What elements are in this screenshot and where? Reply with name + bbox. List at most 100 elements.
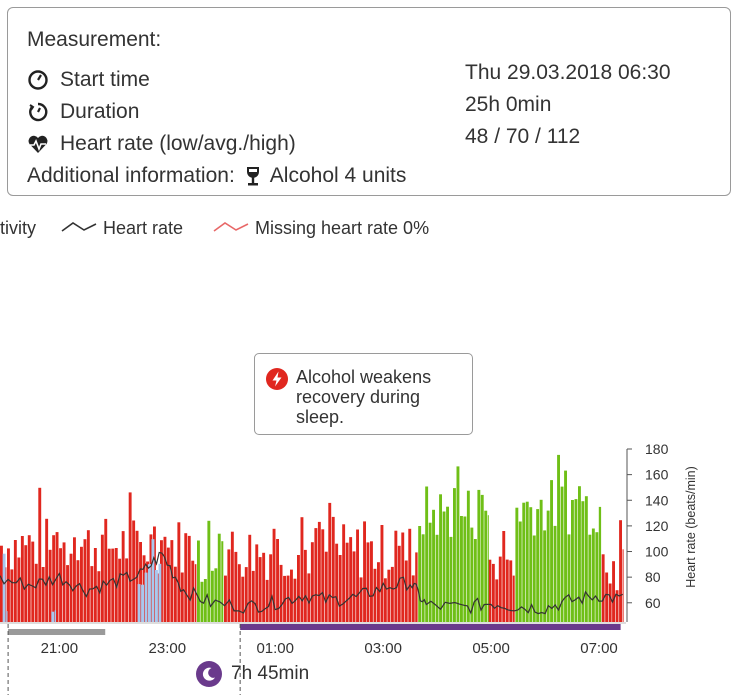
bar-activity (2, 553, 6, 622)
x-tick-label: 01:00 (256, 640, 294, 657)
bar-stress (390, 566, 394, 622)
bar-stress (180, 572, 184, 622)
bar-recovery (418, 526, 422, 622)
bar-recovery (421, 534, 425, 622)
heart-rate-row: Heart rate (low/avg./high) 48 / 70 / 112 (27, 125, 580, 156)
bar-stress (97, 571, 101, 622)
bar-recovery (460, 516, 463, 622)
legend-activity: tivity (0, 218, 36, 238)
bar-stress (498, 556, 502, 622)
bar-stress (20, 536, 24, 622)
tooltip-message: Alcohol weakens recovery during sleep. (296, 367, 432, 427)
legend-heart-rate: Heart rate (103, 218, 184, 238)
bar-stress (408, 528, 412, 622)
bar-stress (380, 525, 384, 622)
bar-recovery (484, 510, 488, 622)
bar-stress (411, 575, 415, 622)
bar-stress (52, 535, 56, 622)
bar-stress (321, 529, 325, 622)
bar-activity (137, 584, 141, 622)
bar-stress (86, 530, 90, 622)
bar-activity (6, 611, 8, 622)
bar-stress (342, 524, 346, 622)
bar-recovery (564, 470, 567, 622)
y-tick-label: 100 (645, 544, 669, 560)
heart-pulse-icon (28, 135, 48, 153)
bar-stress (10, 569, 14, 622)
bar-activity (158, 563, 162, 622)
bar-stress (495, 579, 499, 622)
heart-rate-value: 48 / 70 / 112 (465, 125, 581, 148)
bar-stress (17, 557, 21, 622)
bar-stress (605, 572, 609, 622)
bar-stress (328, 502, 332, 622)
bar-stress (173, 566, 177, 622)
bar-recovery (574, 499, 578, 622)
bar-stress (62, 542, 66, 622)
sleep-duration-value: 7h 45min (231, 663, 310, 684)
bar-stress (310, 542, 314, 622)
x-tick-label: 23:00 (149, 640, 187, 657)
bar-recovery (532, 535, 536, 622)
bar-stress (146, 561, 149, 622)
bar-stress (121, 531, 125, 622)
bar-stress (34, 563, 38, 622)
bar-stress (366, 542, 370, 622)
bar-stress (132, 520, 136, 622)
bar-stress (307, 573, 311, 622)
bar-stress (314, 528, 318, 622)
bar-stress (619, 520, 622, 622)
bar-activity (141, 584, 144, 622)
y-axis-title: Heart rate (beats/min) (684, 466, 698, 588)
bar-stress (262, 552, 266, 622)
bar-recovery (446, 506, 449, 622)
y-tick-label: 120 (645, 518, 669, 534)
bar-stress (297, 555, 300, 622)
bar-stress (163, 536, 167, 622)
bar-stress (335, 543, 339, 622)
bar-stress (111, 548, 115, 622)
bar-stress (170, 540, 174, 622)
bar-stress (160, 540, 163, 622)
bar-recovery (466, 490, 470, 622)
bar-recovery (439, 494, 442, 622)
bar-recovery (560, 486, 564, 622)
bar-recovery (456, 466, 460, 622)
bar-stress (349, 537, 353, 622)
bar-stress (324, 551, 328, 622)
bar-stress (227, 549, 231, 622)
bar-recovery (581, 501, 585, 622)
bar-recovery (525, 501, 529, 622)
bar-stress (66, 565, 69, 622)
y-axis-title-text: Heart rate (beats/min) (684, 466, 698, 588)
x-tick-label: 03:00 (364, 640, 402, 657)
bar-stress (269, 554, 273, 622)
duration-row: Duration 25h 0min (27, 93, 551, 124)
bar-recovery (425, 486, 429, 622)
bar-stress (248, 534, 252, 622)
bar-stress (90, 566, 94, 622)
additional-info-value: Alcohol 4 units (269, 164, 407, 187)
bar-recovery (453, 488, 456, 622)
stopwatch-icon (29, 102, 48, 122)
sleep-duration: 7h 45min (196, 661, 309, 687)
legend-heart-rate-swatch (61, 222, 97, 232)
bar-stress (383, 578, 387, 622)
additional-info-row: Additional information: Alcohol 4 units (27, 164, 406, 188)
bar-stress (415, 552, 418, 622)
bar-stress (27, 535, 31, 622)
bar-recovery (578, 486, 581, 622)
bar-recovery (432, 509, 435, 622)
bar-stress (331, 516, 335, 622)
bar-recovery (197, 540, 200, 622)
bar-recovery (567, 534, 571, 622)
bar-recovery (529, 507, 533, 622)
bar-stress (251, 570, 255, 622)
bar-recovery (442, 511, 446, 622)
bar-stress (73, 537, 76, 622)
bar-recovery (591, 528, 595, 622)
bar-recovery (515, 507, 519, 622)
start-time-row: Start time Thu 29.03.2018 06:30 (27, 61, 671, 92)
bar-recovery (553, 525, 557, 622)
bar-activity (144, 572, 148, 622)
